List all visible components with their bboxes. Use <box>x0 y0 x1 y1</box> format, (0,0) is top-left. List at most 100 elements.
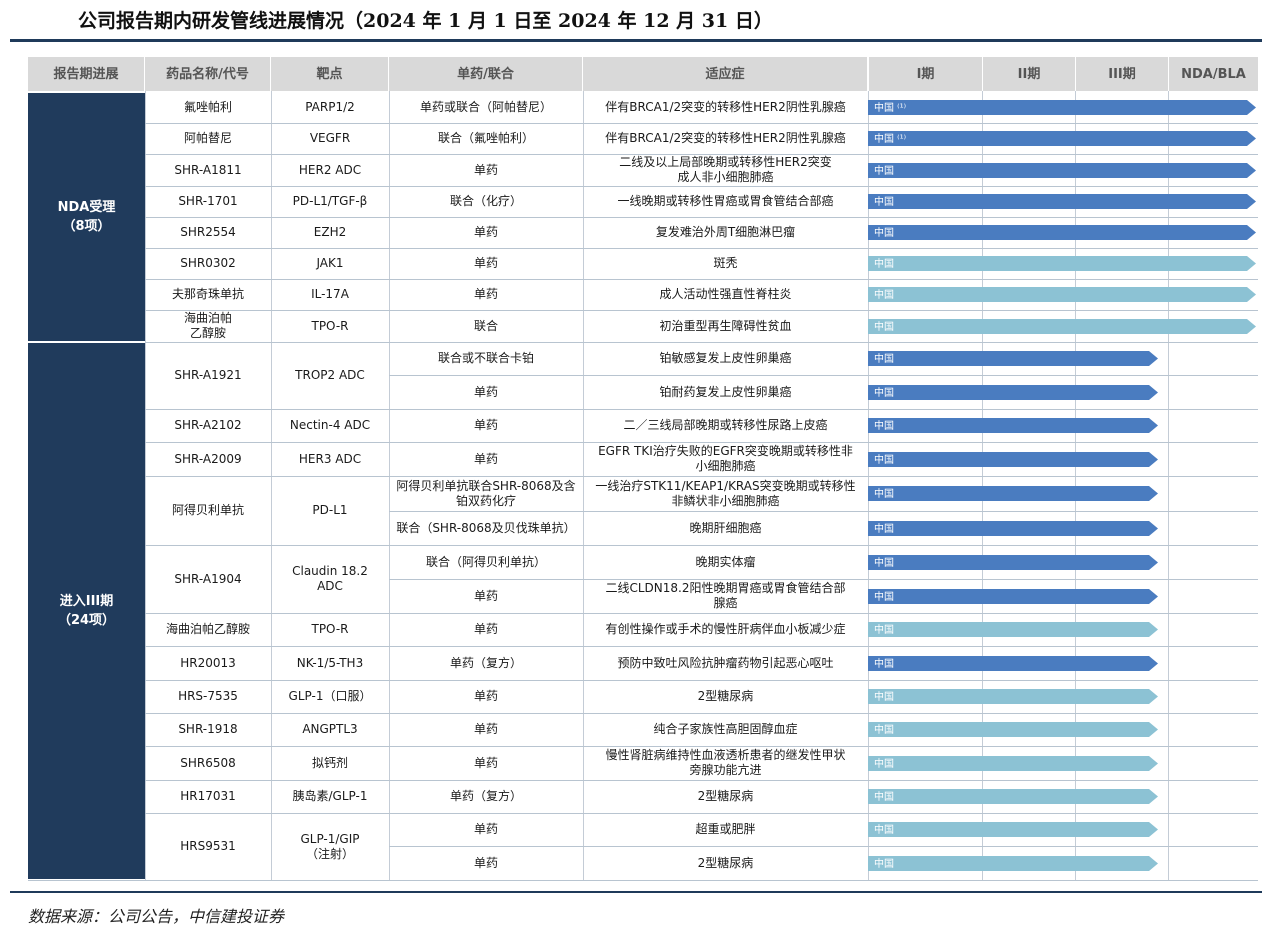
indication-cell-text: 二线CLDN18.2阳性晚期胃癌或胃食管结合部 腺癌 <box>605 581 846 610</box>
mode-cell-text: 联合或不联合卡铂 <box>437 351 534 365</box>
mode-cell: 单药 <box>389 613 583 646</box>
drug-name: HRS-7535 <box>145 680 271 713</box>
drug-target: Nectin-4 ADC <box>271 409 389 442</box>
drug-name-text: 阿帕替尼 <box>183 131 232 145</box>
header-mode: 单药/联合 <box>389 57 583 91</box>
drug-name: 海曲泊帕 乙醇胺 <box>145 310 271 342</box>
header-indication-text: 适应症 <box>705 66 745 82</box>
indication-cell: 初治重型再生障碍性贫血 <box>583 310 868 342</box>
indication-cell: 纯合子家族性高胆固醇血症 <box>583 713 868 746</box>
drug-name-text: SHR0302 <box>180 256 236 270</box>
header-phase3: III期 <box>1075 57 1168 91</box>
stage-bar: 中国 <box>868 452 1158 467</box>
indication-cell: 伴有BRCA1/2突变的转移性HER2阴性乳腺癌 <box>583 123 868 154</box>
stage-bar-label: 中国 <box>874 857 894 870</box>
indication-cell: 铂敏感复发上皮性卵巢癌 <box>583 342 868 375</box>
row-line <box>389 646 1258 647</box>
stage-bar-label: 中国 <box>874 288 894 301</box>
drug-line <box>145 613 389 614</box>
mode-cell: 单药 <box>389 217 583 248</box>
drug-name-text: SHR-A1811 <box>174 162 242 177</box>
stage-bar-arrow <box>868 163 1256 178</box>
column-line <box>583 91 584 880</box>
drug-name: SHR2554 <box>145 217 271 248</box>
header-progress: 报告期进展 <box>28 57 145 91</box>
stage-bar-arrow <box>868 689 1158 704</box>
row-line <box>389 342 1258 343</box>
stage-bar: 中国 <box>868 418 1158 433</box>
stage-bar-arrow <box>868 100 1256 115</box>
bottom-rule <box>10 891 1262 893</box>
indication-cell: 铂耐药复发上皮性卵巢癌 <box>583 375 868 409</box>
stage-bar-label: 中国 <box>874 556 894 569</box>
header-indication: 适应症 <box>583 57 868 91</box>
drug-name: SHR-A1921 <box>145 342 271 409</box>
stage-bar-label: 中国 <box>874 386 894 399</box>
indication-cell: 晚期肝细胞癌 <box>583 511 868 545</box>
stage-bar: 中国 <box>868 589 1158 604</box>
stage-bar: 中国 <box>868 656 1158 671</box>
mode-cell-text: 联合（化疗） <box>449 194 522 208</box>
stage-bar: 中国 <box>868 555 1158 570</box>
header-target: 靶点 <box>271 57 389 91</box>
indication-cell-text: 铂耐药复发上皮性卵巢癌 <box>659 384 792 399</box>
stage-bar-label: 中国 ⁽¹⁾ <box>874 132 906 145</box>
row-line <box>389 713 1258 714</box>
row-line <box>389 248 1258 249</box>
row-line <box>389 375 1258 376</box>
mode-cell-text: 单药 <box>473 418 498 432</box>
drug-line <box>145 780 389 781</box>
stage-bar-arrow <box>868 194 1256 209</box>
mode-cell: 单药 <box>389 579 583 613</box>
drug-name: SHR6508 <box>145 746 271 780</box>
indication-cell: 一线晚期或转移性胃癌或胃食管结合部癌 <box>583 186 868 217</box>
stage-bar-label: 中国 <box>874 164 894 177</box>
mode-cell-text: 单药 <box>473 225 498 239</box>
drug-target-text: HER3 ADC <box>298 451 362 466</box>
drug-target-text: PD-L1/TGF-β <box>292 194 368 208</box>
indication-cell-text: 斑秃 <box>713 256 738 270</box>
drug-name: 阿帕替尼 <box>145 123 271 154</box>
table-bottom-line <box>28 880 1258 881</box>
drug-target: 拟钙剂 <box>271 746 389 780</box>
stage-bar-label: 中国 <box>874 522 894 535</box>
stage-bar: 中国 <box>868 225 1256 240</box>
mode-cell-text: 联合（氟唑帕利） <box>437 131 534 145</box>
mode-cell: 联合 <box>389 310 583 342</box>
mode-cell-text: 单药（复方） <box>449 655 522 670</box>
row-line <box>389 780 1258 781</box>
drug-target-text: IL-17A <box>311 287 349 301</box>
row-line <box>389 123 1258 124</box>
indication-cell: 伴有BRCA1/2突变的转移性HER2阴性乳腺癌 <box>583 92 868 123</box>
mode-cell: 单药 <box>389 442 583 476</box>
drug-name-text: SHR-1701 <box>178 194 238 208</box>
drug-target: Claudin 18.2 ADC <box>271 545 389 613</box>
drug-name-text: HRS-7535 <box>178 689 238 703</box>
drug-target-text: 拟钙剂 <box>311 755 348 770</box>
indication-cell: 二线及以上局部晚期或转移性HER2突变 成人非小细胞肺癌 <box>583 154 868 186</box>
stage-bar-arrow <box>868 351 1158 366</box>
mode-cell: 联合（SHR-8068及贝伐珠单抗） <box>389 511 583 545</box>
indication-cell-text: 晚期实体瘤 <box>695 554 756 569</box>
stage-bar-arrow <box>868 722 1158 737</box>
drug-target: HER2 ADC <box>271 154 389 186</box>
stage-bar: 中国 <box>868 351 1158 366</box>
drug-target: IL-17A <box>271 279 389 310</box>
stage-bar: 中国 <box>868 689 1158 704</box>
stage-bar-label: 中国 <box>874 757 894 770</box>
drug-target-text: PARP1/2 <box>305 100 355 114</box>
mode-cell-text: 单药 <box>473 256 498 270</box>
mode-cell-text: 单药 <box>473 855 498 870</box>
row-line <box>389 846 1258 847</box>
indication-cell-text: 伴有BRCA1/2突变的转移性HER2阴性乳腺癌 <box>605 100 846 114</box>
indication-cell-text: 2型糖尿病 <box>697 789 754 803</box>
drug-name-text: 阿得贝利单抗 <box>171 503 244 517</box>
stage-bar-arrow <box>868 287 1256 302</box>
mode-cell: 单药 <box>389 846 583 880</box>
drug-target-text: Nectin-4 ADC <box>289 418 371 432</box>
indication-cell-text: 一线治疗STK11/KEAP1/KRAS突变晚期或转移性 非鳞状非小细胞肺癌 <box>595 478 856 508</box>
drug-name: HR17031 <box>145 780 271 813</box>
mode-cell-text: 联合（阿得贝利单抗） <box>425 554 546 569</box>
stage-bar: 中国 <box>868 789 1158 804</box>
drug-name: SHR-A2102 <box>145 409 271 442</box>
